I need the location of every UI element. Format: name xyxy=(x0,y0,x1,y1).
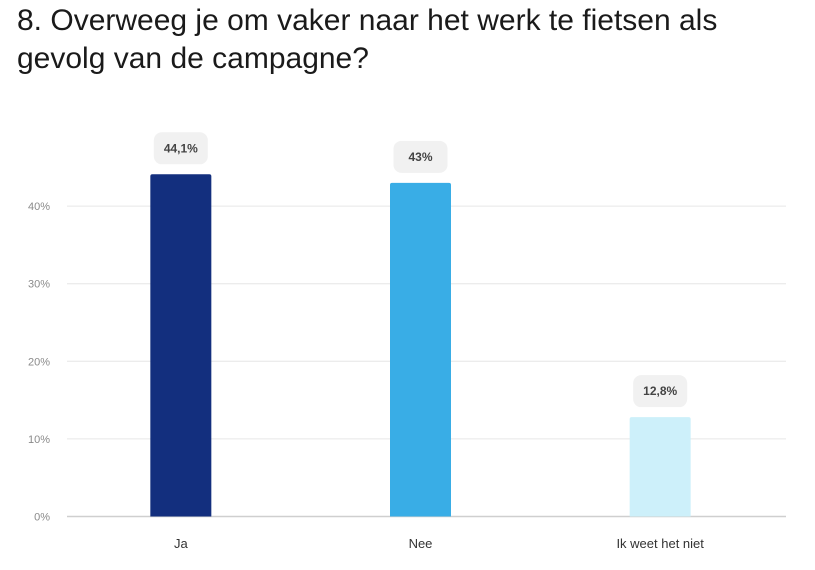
x-axis-categories: Ja Nee Ik weet het niet xyxy=(174,536,704,551)
bar-ja xyxy=(150,174,212,517)
x-category-label: Nee xyxy=(409,536,433,551)
x-category-label: Ja xyxy=(174,536,189,551)
data-label-pill xyxy=(633,375,688,408)
chart-title: 8. Overweeg je om vaker naar het werk te… xyxy=(17,4,718,75)
data-labels: 44,1% 43% 12,8% xyxy=(153,132,688,408)
bar-ik-weet-het-niet xyxy=(629,417,691,517)
y-axis-ticks: 0% 10% 20% 30% 40% xyxy=(28,201,50,523)
bars xyxy=(150,174,691,517)
data-label-pill xyxy=(153,132,208,165)
bar-nee xyxy=(390,182,451,517)
data-label-pill xyxy=(393,140,448,173)
y-tick-label: 10% xyxy=(28,434,50,446)
y-tick-label: 30% xyxy=(28,279,50,291)
x-category-label: Ik weet het niet xyxy=(616,536,704,551)
data-label: 44,1% xyxy=(164,141,198,155)
data-label: 43% xyxy=(408,150,432,164)
y-tick-label: 0% xyxy=(34,512,50,524)
data-label: 12,8% xyxy=(643,384,677,398)
y-tick-label: 20% xyxy=(28,356,50,368)
y-tick-label: 40% xyxy=(28,201,50,213)
